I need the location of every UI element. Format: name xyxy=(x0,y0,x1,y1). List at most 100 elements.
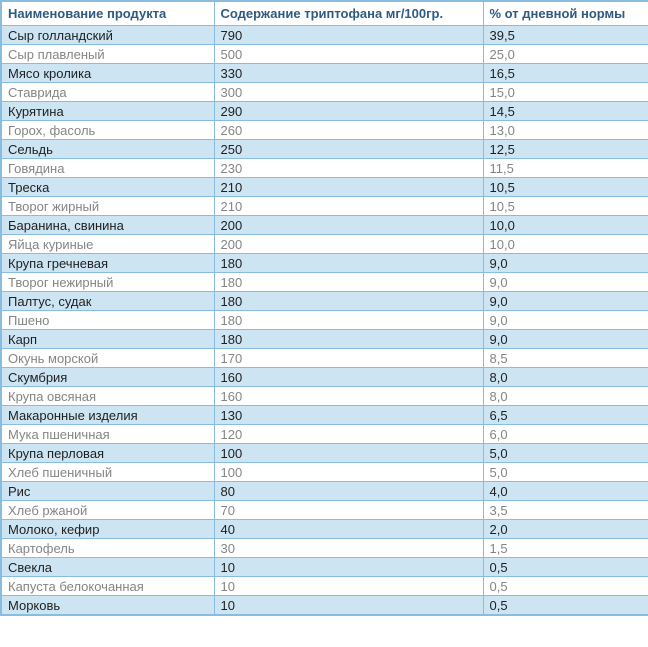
daily-percent-cell: 10,0 xyxy=(482,215,648,235)
table-row: Сыр плавленый 500 25,0 xyxy=(0,44,648,64)
tryptophan-value-cell: 100 xyxy=(213,462,484,482)
daily-percent-cell: 4,0 xyxy=(482,481,648,501)
table-body: Сыр голландский 790 39,5 Сыр плавленый 500 25… xyxy=(0,25,648,616)
product-name-cell: Сыр голландский xyxy=(0,25,215,45)
product-name-cell: Капуста белокочанная xyxy=(0,576,215,596)
product-name-cell: Ставрида xyxy=(0,82,215,102)
daily-percent-cell: 6,0 xyxy=(482,424,648,444)
tryptophan-value-cell: 160 xyxy=(213,386,484,406)
product-name-cell: Треска xyxy=(0,177,215,197)
daily-percent-cell: 15,0 xyxy=(482,82,648,102)
tryptophan-value-cell: 790 xyxy=(213,25,484,45)
tryptophan-value-cell: 300 xyxy=(213,82,484,102)
tryptophan-value-cell: 10 xyxy=(213,595,484,616)
tryptophan-value-cell: 210 xyxy=(213,177,484,197)
daily-percent-cell: 2,0 xyxy=(482,519,648,539)
daily-percent-cell: 10,0 xyxy=(482,234,648,254)
table-row: Баранина, свинина 200 10,0 xyxy=(0,215,648,235)
tryptophan-value-cell: 250 xyxy=(213,139,484,159)
daily-percent-cell: 25,0 xyxy=(482,44,648,64)
daily-percent-cell: 11,5 xyxy=(482,158,648,178)
tryptophan-value-cell: 180 xyxy=(213,291,484,311)
table-row: Картофель 30 1,5 xyxy=(0,538,648,558)
product-name-cell: Яйца куриные xyxy=(0,234,215,254)
table-header: Наименование продукта Содержание триптоф… xyxy=(0,0,648,26)
tryptophan-value-cell: 70 xyxy=(213,500,484,520)
product-name-cell: Крупа перловая xyxy=(0,443,215,463)
tryptophan-value-cell: 180 xyxy=(213,310,484,330)
product-name-cell: Пшено xyxy=(0,310,215,330)
tryptophan-value-cell: 10 xyxy=(213,557,484,577)
daily-percent-cell: 9,0 xyxy=(482,329,648,349)
product-name-cell: Сыр плавленый xyxy=(0,44,215,64)
product-name-cell: Баранина, свинина xyxy=(0,215,215,235)
tryptophan-value-cell: 100 xyxy=(213,443,484,463)
tryptophan-table: Наименование продукта Содержание триптоф… xyxy=(0,0,648,616)
product-name-cell: Мука пшеничная xyxy=(0,424,215,444)
daily-percent-cell: 3,5 xyxy=(482,500,648,520)
product-name-cell: Курятина xyxy=(0,101,215,121)
product-name-cell: Молоко, кефир xyxy=(0,519,215,539)
table-row: Творог нежирный 180 9,0 xyxy=(0,272,648,292)
daily-percent-cell: 5,0 xyxy=(482,462,648,482)
table-row: Капуста белокочанная 10 0,5 xyxy=(0,576,648,596)
product-name-cell: Мясо кролика xyxy=(0,63,215,83)
table-row: Окунь морской 170 8,5 xyxy=(0,348,648,368)
table-row: Сельдь 250 12,5 xyxy=(0,139,648,159)
product-name-cell: Творог жирный xyxy=(0,196,215,216)
daily-percent-cell: 8,0 xyxy=(482,386,648,406)
table-row: Макаронные изделия 130 6,5 xyxy=(0,405,648,425)
product-name-cell: Крупа гречневая xyxy=(0,253,215,273)
product-name-cell: Макаронные изделия xyxy=(0,405,215,425)
product-name-cell: Крупа овсяная xyxy=(0,386,215,406)
daily-percent-cell: 13,0 xyxy=(482,120,648,140)
daily-percent-cell: 10,5 xyxy=(482,177,648,197)
tryptophan-value-cell: 200 xyxy=(213,215,484,235)
table-row: Мука пшеничная 120 6,0 xyxy=(0,424,648,444)
tryptophan-value-cell: 500 xyxy=(213,44,484,64)
tryptophan-value-cell: 180 xyxy=(213,272,484,292)
tryptophan-value-cell: 160 xyxy=(213,367,484,387)
table-row: Яйца куриные 200 10,0 xyxy=(0,234,648,254)
table-row: Крупа перловая 100 5,0 xyxy=(0,443,648,463)
table-row: Сыр голландский 790 39,5 xyxy=(0,25,648,45)
daily-percent-cell: 1,5 xyxy=(482,538,648,558)
product-name-cell: Свекла xyxy=(0,557,215,577)
daily-percent-cell: 14,5 xyxy=(482,101,648,121)
tryptophan-value-cell: 10 xyxy=(213,576,484,596)
header-row: Наименование продукта Содержание триптоф… xyxy=(0,0,648,26)
product-name-cell: Горох, фасоль xyxy=(0,120,215,140)
tryptophan-value-cell: 40 xyxy=(213,519,484,539)
table-row: Скумбрия 160 8,0 xyxy=(0,367,648,387)
table-row: Треска 210 10,5 xyxy=(0,177,648,197)
col-header-daily-norm-percent: % от дневной нормы xyxy=(482,0,648,26)
product-name-cell: Окунь морской xyxy=(0,348,215,368)
table-row: Крупа гречневая 180 9,0 xyxy=(0,253,648,273)
table-row: Крупа овсяная 160 8,0 xyxy=(0,386,648,406)
daily-percent-cell: 9,0 xyxy=(482,291,648,311)
daily-percent-cell: 0,5 xyxy=(482,557,648,577)
table-row: Пшено 180 9,0 xyxy=(0,310,648,330)
table-row: Курятина 290 14,5 xyxy=(0,101,648,121)
table-row: Творог жирный 210 10,5 xyxy=(0,196,648,216)
table-row: Морковь 10 0,5 xyxy=(0,595,648,616)
daily-percent-cell: 8,0 xyxy=(482,367,648,387)
daily-percent-cell: 0,5 xyxy=(482,576,648,596)
product-name-cell: Палтус, судак xyxy=(0,291,215,311)
table-row: Говядина 230 11,5 xyxy=(0,158,648,178)
product-name-cell: Карп xyxy=(0,329,215,349)
table-row: Мясо кролика 330 16,5 xyxy=(0,63,648,83)
product-name-cell: Морковь xyxy=(0,595,215,616)
daily-percent-cell: 16,5 xyxy=(482,63,648,83)
product-name-cell: Говядина xyxy=(0,158,215,178)
product-name-cell: Скумбрия xyxy=(0,367,215,387)
daily-percent-cell: 39,5 xyxy=(482,25,648,45)
col-header-product: Наименование продукта xyxy=(0,0,215,26)
tryptophan-value-cell: 80 xyxy=(213,481,484,501)
table-row: Рис 80 4,0 xyxy=(0,481,648,501)
tryptophan-value-cell: 230 xyxy=(213,158,484,178)
col-header-tryptophan-content: Содержание триптофана мг/100гр. xyxy=(213,0,484,26)
table-row: Свекла 10 0,5 xyxy=(0,557,648,577)
daily-percent-cell: 6,5 xyxy=(482,405,648,425)
table-row: Карп 180 9,0 xyxy=(0,329,648,349)
